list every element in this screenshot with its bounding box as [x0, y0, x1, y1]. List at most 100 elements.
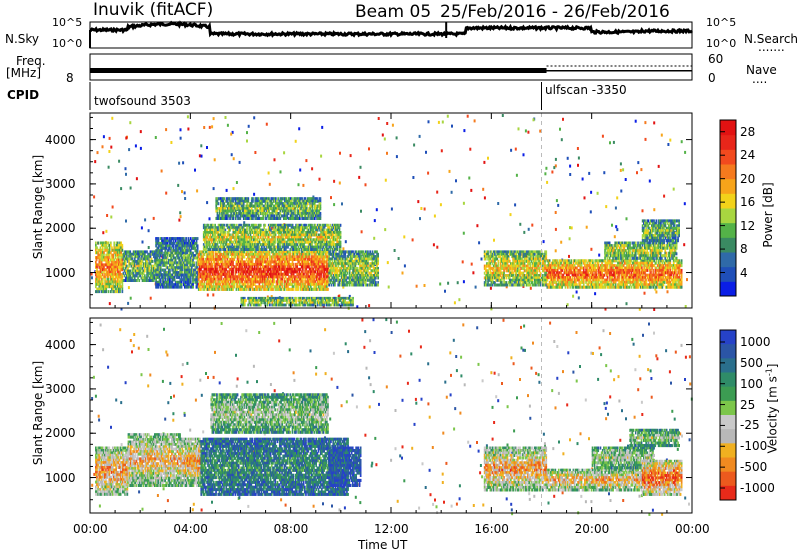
power-cell	[225, 287, 227, 291]
power-cell	[179, 249, 182, 253]
power-cell	[259, 265, 262, 269]
power-cell	[110, 270, 112, 274]
power-cell	[189, 273, 192, 277]
power-speckle	[453, 301, 456, 305]
power-cell	[228, 270, 231, 274]
power-cell	[242, 272, 245, 276]
power-cell	[256, 275, 258, 279]
power-cell	[227, 275, 230, 279]
power-cell	[205, 285, 208, 289]
power-cell	[162, 239, 164, 243]
power-cell	[132, 279, 135, 282]
power-cell	[96, 280, 98, 284]
power-cell	[155, 271, 157, 275]
power-cell	[244, 287, 247, 291]
power-cell	[202, 265, 205, 269]
power-cell	[268, 260, 271, 264]
power-cell	[180, 249, 183, 253]
power-cell	[259, 270, 262, 274]
power-cell	[279, 260, 281, 264]
power-cell	[287, 280, 289, 284]
power-cell	[181, 241, 184, 245]
power-cell	[166, 278, 169, 282]
power-cell	[234, 275, 237, 279]
power-cell	[280, 287, 282, 291]
power-cell	[224, 280, 226, 284]
power-cell	[165, 263, 168, 267]
power-cell	[250, 282, 253, 286]
power-speckle	[572, 294, 575, 298]
power-cell	[157, 244, 160, 248]
power-cell	[132, 250, 135, 254]
power-cell	[95, 263, 97, 267]
power-speckle	[672, 187, 675, 191]
power-cell	[208, 257, 210, 261]
power-cell	[177, 244, 179, 248]
power-cell	[157, 246, 160, 250]
power-cell	[268, 252, 271, 256]
power-cell	[189, 271, 192, 275]
power-cell	[169, 237, 171, 241]
power-cell	[179, 239, 182, 243]
power-cell	[100, 263, 103, 267]
power-cell	[224, 255, 226, 259]
power-cell	[234, 277, 237, 281]
power-cell	[203, 272, 206, 276]
power-cell	[131, 257, 134, 261]
power-cell	[250, 280, 253, 284]
power-cell	[189, 275, 192, 279]
power-cell	[133, 257, 136, 261]
power-cell	[140, 267, 143, 271]
power-cell	[200, 267, 202, 271]
power-cell	[218, 250, 221, 254]
power-cell	[273, 280, 276, 284]
power-cell	[264, 277, 266, 281]
power-cell	[167, 251, 170, 255]
power-cell	[159, 244, 162, 248]
power-cell	[120, 256, 122, 260]
power-cell	[244, 267, 247, 271]
power-cell	[141, 269, 144, 273]
power-cell	[226, 262, 229, 266]
power-cell	[129, 252, 132, 256]
power-cell	[283, 252, 286, 256]
power-cell	[288, 257, 290, 261]
power-cell	[192, 244, 194, 248]
power-speckle	[527, 130, 530, 134]
power-cell	[186, 256, 189, 260]
power-cell	[174, 244, 177, 248]
power-cell	[203, 280, 206, 284]
power-cell	[156, 268, 159, 272]
power-cell	[100, 290, 103, 294]
power-speckle	[456, 281, 459, 285]
power-cell	[124, 257, 127, 261]
power-cell	[202, 277, 205, 281]
power-cell	[203, 282, 206, 286]
power-cell	[236, 257, 239, 261]
power-cell	[106, 260, 109, 264]
power-cell	[171, 263, 174, 267]
power-cell	[131, 274, 134, 278]
power-cell	[247, 262, 249, 266]
power-speckle	[523, 230, 526, 234]
power-cell	[239, 282, 241, 286]
power-cell	[124, 279, 127, 282]
power-cell	[201, 272, 203, 276]
power-cell	[236, 267, 239, 271]
power-cell	[165, 244, 168, 248]
power-cell	[273, 265, 276, 269]
power-speckle	[206, 201, 209, 205]
power-cell	[126, 274, 128, 278]
power-cell	[104, 243, 106, 247]
power-speckle	[603, 171, 606, 175]
power-cell	[132, 269, 135, 273]
power-cell	[171, 285, 174, 289]
power-cell	[200, 257, 202, 261]
power-cell	[231, 260, 233, 264]
power-cell	[181, 249, 184, 253]
power-cell	[251, 255, 254, 259]
power-cell	[221, 280, 224, 284]
power-speckle	[344, 240, 347, 244]
power-speckle	[575, 290, 578, 294]
power-cell	[101, 263, 104, 267]
